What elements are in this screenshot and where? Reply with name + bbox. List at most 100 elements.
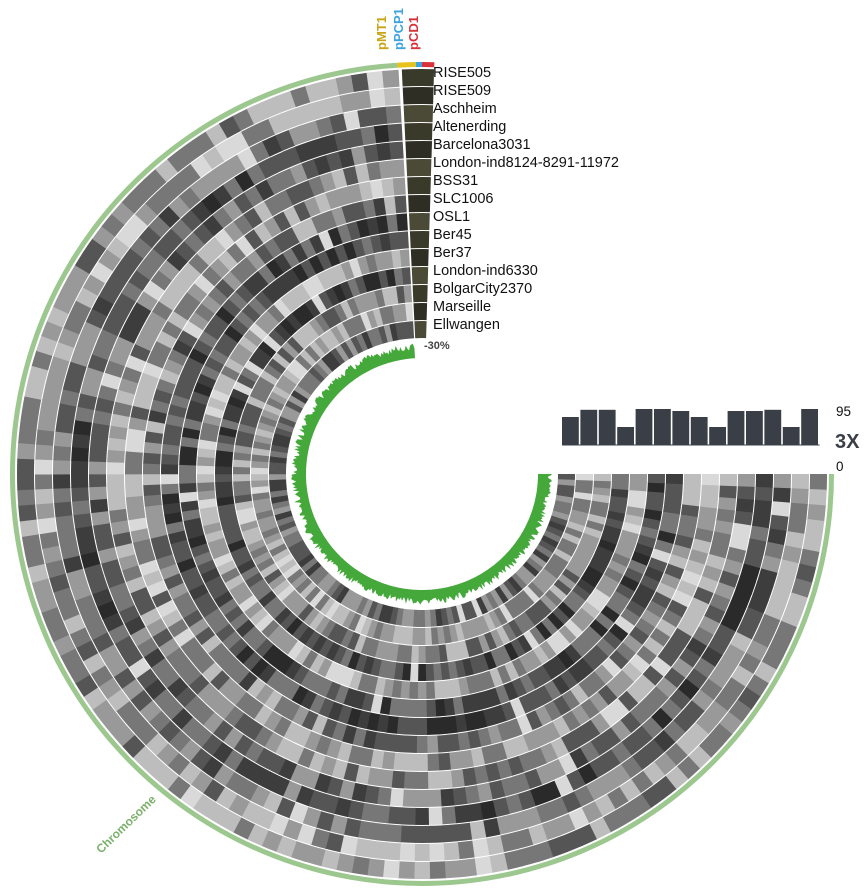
coverage-segment <box>248 632 268 651</box>
coverage-segment <box>676 756 700 780</box>
coverage-segment <box>57 402 77 421</box>
coverage-segment <box>128 517 148 532</box>
coverage-segment <box>335 75 355 95</box>
coverage-segment <box>392 752 406 771</box>
coverage-segment <box>135 332 156 352</box>
coverage-segment <box>336 607 351 626</box>
coverage-segment <box>679 514 698 529</box>
coverage-segment <box>268 329 287 347</box>
sample-label: SLC1006 <box>433 191 493 207</box>
coverage-segment <box>527 824 548 845</box>
coverage-segment <box>594 545 614 560</box>
coverage-segment <box>340 589 355 607</box>
coverage-segment <box>552 505 571 516</box>
coverage-segment <box>525 710 543 731</box>
coverage-segment <box>75 406 95 423</box>
coverage-segment <box>368 88 387 108</box>
coverage-segment <box>210 545 230 560</box>
coverage-segment <box>397 861 415 879</box>
coverage-segment <box>280 635 298 655</box>
coverage-segment <box>586 594 606 613</box>
coverage-segment <box>372 308 384 327</box>
coverage-segment <box>148 409 168 424</box>
coverage-segment <box>541 780 562 802</box>
coverage-segment <box>519 611 535 630</box>
coverage-segment <box>218 426 238 438</box>
coverage-segment <box>355 333 369 352</box>
coverage-segment <box>549 655 568 675</box>
coverage-segment <box>677 678 700 701</box>
coverage-segment <box>360 292 373 312</box>
coverage-segment <box>385 268 397 287</box>
coverage-segment <box>629 474 647 484</box>
coverage-segment <box>113 259 136 281</box>
coverage-segment <box>83 563 105 582</box>
coverage-segment <box>242 651 262 671</box>
coverage-segment <box>92 295 114 317</box>
coverage-segment <box>480 594 494 613</box>
coverage-segment <box>292 599 309 617</box>
coverage-segment <box>615 583 635 600</box>
coverage-segment <box>207 396 227 411</box>
coverage-segment <box>809 474 828 491</box>
coverage-segment <box>609 764 631 787</box>
coverage-segment <box>112 531 133 547</box>
coverage-segment <box>168 195 191 219</box>
coverage-segment <box>483 651 497 670</box>
coverage-segment <box>654 539 674 555</box>
coverage-segment <box>413 861 431 879</box>
coverage-segment <box>269 279 288 299</box>
coverage-segment <box>58 327 80 348</box>
coverage-segment <box>622 521 641 535</box>
coverage-segment <box>145 732 169 756</box>
coverage-segment <box>405 735 418 753</box>
coverage-segment <box>774 573 795 593</box>
coverage-segment <box>608 650 629 670</box>
coverage-segment <box>244 185 265 207</box>
coverage-segment <box>89 460 107 475</box>
coverage-segment <box>360 126 377 146</box>
coverage-segment <box>101 558 122 576</box>
coverage-segment <box>340 341 354 360</box>
coverage-segment <box>124 462 143 475</box>
coverage-segment <box>146 311 167 331</box>
coverage-segment <box>642 761 666 785</box>
coverage-segment <box>239 416 259 429</box>
coverage-segment <box>482 612 496 632</box>
coverage-segment <box>392 304 402 323</box>
coverage-segment <box>90 261 113 284</box>
coverage-segment <box>303 322 320 341</box>
coverage-segment <box>66 568 87 588</box>
coverage-segment <box>808 489 827 507</box>
sample-label: London-ind6330 <box>433 263 538 279</box>
coverage-segment <box>238 594 258 612</box>
coverage-segment <box>71 486 89 502</box>
coverage-segment <box>62 374 83 394</box>
coverage-segment <box>661 609 683 628</box>
plasmid-segment <box>404 123 433 141</box>
coverage-segment <box>271 438 290 448</box>
coverage-segment <box>233 343 253 360</box>
coverage-segment <box>357 820 375 840</box>
coverage-segment <box>795 563 817 584</box>
coverage-segment <box>379 233 392 252</box>
coverage-segment <box>425 645 434 663</box>
coverage-segment <box>244 360 264 377</box>
coverage-segment <box>361 598 374 617</box>
coverage-segment <box>685 668 708 690</box>
coverage-segment <box>216 495 235 507</box>
coverage-segment <box>687 745 712 770</box>
coverage-segment <box>269 479 287 486</box>
coverage-segment <box>621 733 643 756</box>
coverage-segment <box>115 225 139 248</box>
coverage-segment <box>42 384 62 404</box>
coverage-segment <box>311 634 328 654</box>
coverage-segment <box>383 87 401 106</box>
coverage-segment <box>693 586 714 605</box>
coverage-segment <box>159 368 180 385</box>
coverage-segment <box>63 613 86 635</box>
coverage-segment <box>631 747 654 771</box>
coverage-segment <box>172 271 194 292</box>
coverage-segment <box>72 499 91 516</box>
coverage-segment <box>251 454 270 463</box>
